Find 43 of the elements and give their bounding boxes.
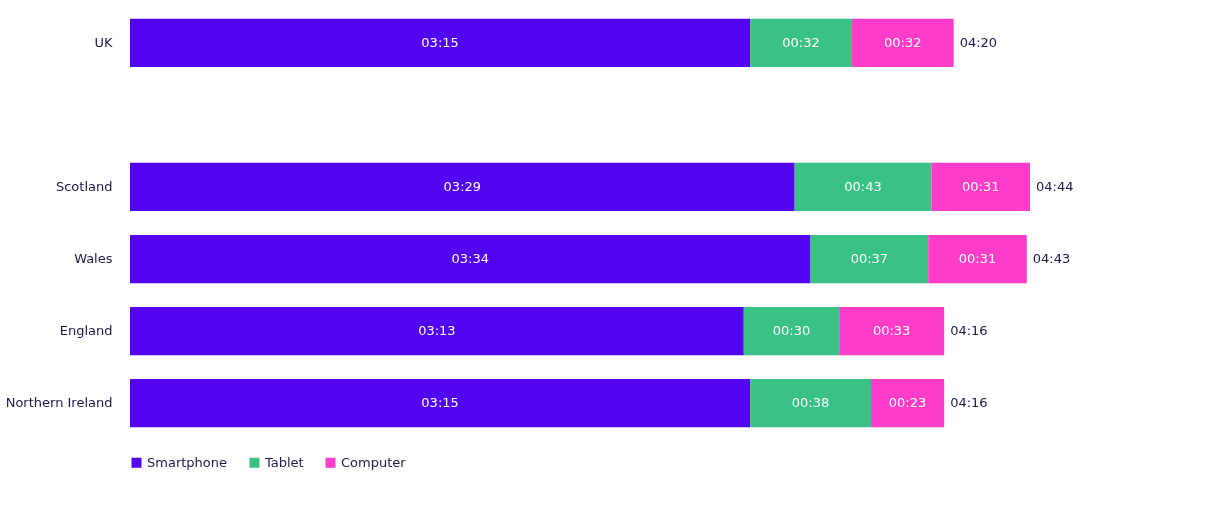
total-label: 04:16 xyxy=(950,323,988,339)
bar xyxy=(743,306,840,356)
bar xyxy=(839,306,945,356)
data-label: 00:23 xyxy=(888,395,927,411)
bar xyxy=(794,162,932,212)
bar xyxy=(130,306,744,356)
bar xyxy=(870,378,945,428)
data-label: 00:33 xyxy=(872,323,911,339)
data-label: 00:38 xyxy=(791,395,830,411)
data-label: 03:15 xyxy=(421,395,459,411)
legend-label: Smartphone xyxy=(147,454,228,470)
bar xyxy=(750,378,871,428)
data-label: 00:31 xyxy=(958,251,997,267)
data-label: 00:43 xyxy=(844,178,882,194)
data-label: 03:15 xyxy=(421,34,459,50)
data-label: 00:32 xyxy=(782,34,820,50)
total-label: 04:20 xyxy=(959,34,998,50)
bar xyxy=(130,162,795,212)
bar xyxy=(810,234,929,284)
total-label: 04:44 xyxy=(1036,178,1074,194)
data-label: 00:32 xyxy=(884,34,922,50)
y-tick-label: England xyxy=(59,323,113,339)
data-label: 00:31 xyxy=(961,178,1000,194)
data-label: 03:29 xyxy=(443,178,482,194)
y-tick-label: UK xyxy=(94,34,113,50)
total-label: 04:43 xyxy=(1032,251,1071,267)
total-label: 04:16 xyxy=(950,395,988,411)
data-label: 03:13 xyxy=(418,323,456,339)
bar xyxy=(931,162,1030,212)
data-label: 03:34 xyxy=(451,251,490,267)
data-label: 00:37 xyxy=(850,251,889,267)
bar xyxy=(928,234,1027,284)
legend-label: Tablet xyxy=(264,454,304,470)
bar xyxy=(750,18,852,68)
data-label: 00:30 xyxy=(772,323,811,339)
y-tick-label: Scotland xyxy=(55,178,113,194)
bar xyxy=(130,378,751,428)
y-tick-label: Wales xyxy=(74,251,113,267)
y-tick-label: Northern Ireland xyxy=(5,395,113,411)
legend-label: Computer xyxy=(341,454,407,470)
bar xyxy=(130,18,751,68)
bar xyxy=(130,234,811,284)
bar xyxy=(851,18,954,68)
